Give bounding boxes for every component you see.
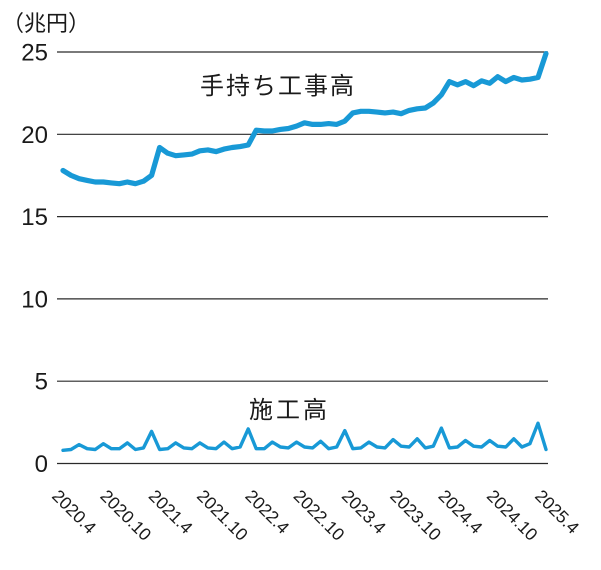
y-tick-label-15: 15 <box>21 204 48 231</box>
series-label-sekoudaka: 施工高 <box>249 397 330 424</box>
y-tick-label-5: 5 <box>35 369 48 396</box>
y-tick-label-10: 10 <box>21 286 48 313</box>
x-tick-label-2022.10: 2022.10 <box>290 486 349 545</box>
y-tick-label-20: 20 <box>21 122 48 149</box>
y-tick-label-0: 0 <box>35 451 48 478</box>
x-tick-label-2021.10: 2021.10 <box>193 486 252 545</box>
x-tick-label-2020.4: 2020.4 <box>48 486 100 538</box>
series-line-temochi-koujidaka <box>60 50 549 187</box>
y-tick-label-25: 25 <box>21 40 48 67</box>
x-tick-label-2023.10: 2023.10 <box>386 486 445 545</box>
series-label-temochi-koujidaka: 手持ち工事高 <box>200 73 356 100</box>
x-tick-label-2020.10: 2020.10 <box>96 486 155 545</box>
y-axis-unit-label: （兆円） <box>2 11 91 36</box>
series-line-sekoudaka <box>61 421 548 452</box>
x-tick-label-2024.10: 2024.10 <box>483 486 542 545</box>
